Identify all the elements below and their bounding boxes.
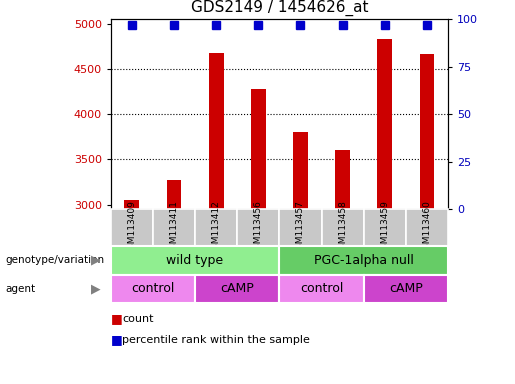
Bar bbox=[251, 89, 266, 384]
Bar bbox=[364, 275, 448, 303]
Text: GSM113460: GSM113460 bbox=[422, 200, 432, 255]
Text: GSM113411: GSM113411 bbox=[169, 200, 179, 255]
Bar bbox=[377, 39, 392, 384]
Text: GSM113412: GSM113412 bbox=[212, 200, 220, 255]
Text: GSM113457: GSM113457 bbox=[296, 200, 305, 255]
Bar bbox=[111, 275, 195, 303]
Bar bbox=[280, 275, 364, 303]
Bar bbox=[335, 151, 350, 384]
Text: GSM113458: GSM113458 bbox=[338, 200, 347, 255]
Text: ▶: ▶ bbox=[91, 254, 100, 266]
Bar bbox=[364, 209, 406, 246]
Text: genotype/variation: genotype/variation bbox=[5, 255, 104, 265]
Text: ■: ■ bbox=[111, 333, 123, 346]
Bar bbox=[321, 209, 364, 246]
Text: count: count bbox=[122, 314, 153, 324]
Text: PGC-1alpha null: PGC-1alpha null bbox=[314, 254, 414, 266]
Bar bbox=[420, 54, 434, 384]
Text: ■: ■ bbox=[111, 312, 123, 325]
Text: wild type: wild type bbox=[166, 254, 224, 266]
Bar bbox=[166, 180, 181, 384]
Bar bbox=[293, 132, 308, 384]
Text: cAMP: cAMP bbox=[389, 283, 423, 295]
Text: control: control bbox=[300, 283, 343, 295]
Bar bbox=[111, 209, 153, 246]
Text: GSM113459: GSM113459 bbox=[380, 200, 389, 255]
Text: ▶: ▶ bbox=[91, 283, 100, 295]
Bar bbox=[195, 275, 280, 303]
Bar bbox=[280, 209, 321, 246]
Text: GSM113409: GSM113409 bbox=[127, 200, 136, 255]
Text: agent: agent bbox=[5, 284, 35, 294]
Title: GDS2149 / 1454626_at: GDS2149 / 1454626_at bbox=[191, 0, 368, 17]
Bar bbox=[280, 246, 448, 275]
Text: cAMP: cAMP bbox=[220, 283, 254, 295]
Text: control: control bbox=[131, 283, 175, 295]
Text: percentile rank within the sample: percentile rank within the sample bbox=[122, 335, 310, 345]
Bar bbox=[195, 209, 237, 246]
Bar bbox=[237, 209, 280, 246]
Bar bbox=[153, 209, 195, 246]
Bar bbox=[209, 53, 224, 384]
Bar bbox=[111, 246, 280, 275]
Bar bbox=[125, 200, 139, 384]
Bar bbox=[406, 209, 448, 246]
Text: GSM113456: GSM113456 bbox=[254, 200, 263, 255]
